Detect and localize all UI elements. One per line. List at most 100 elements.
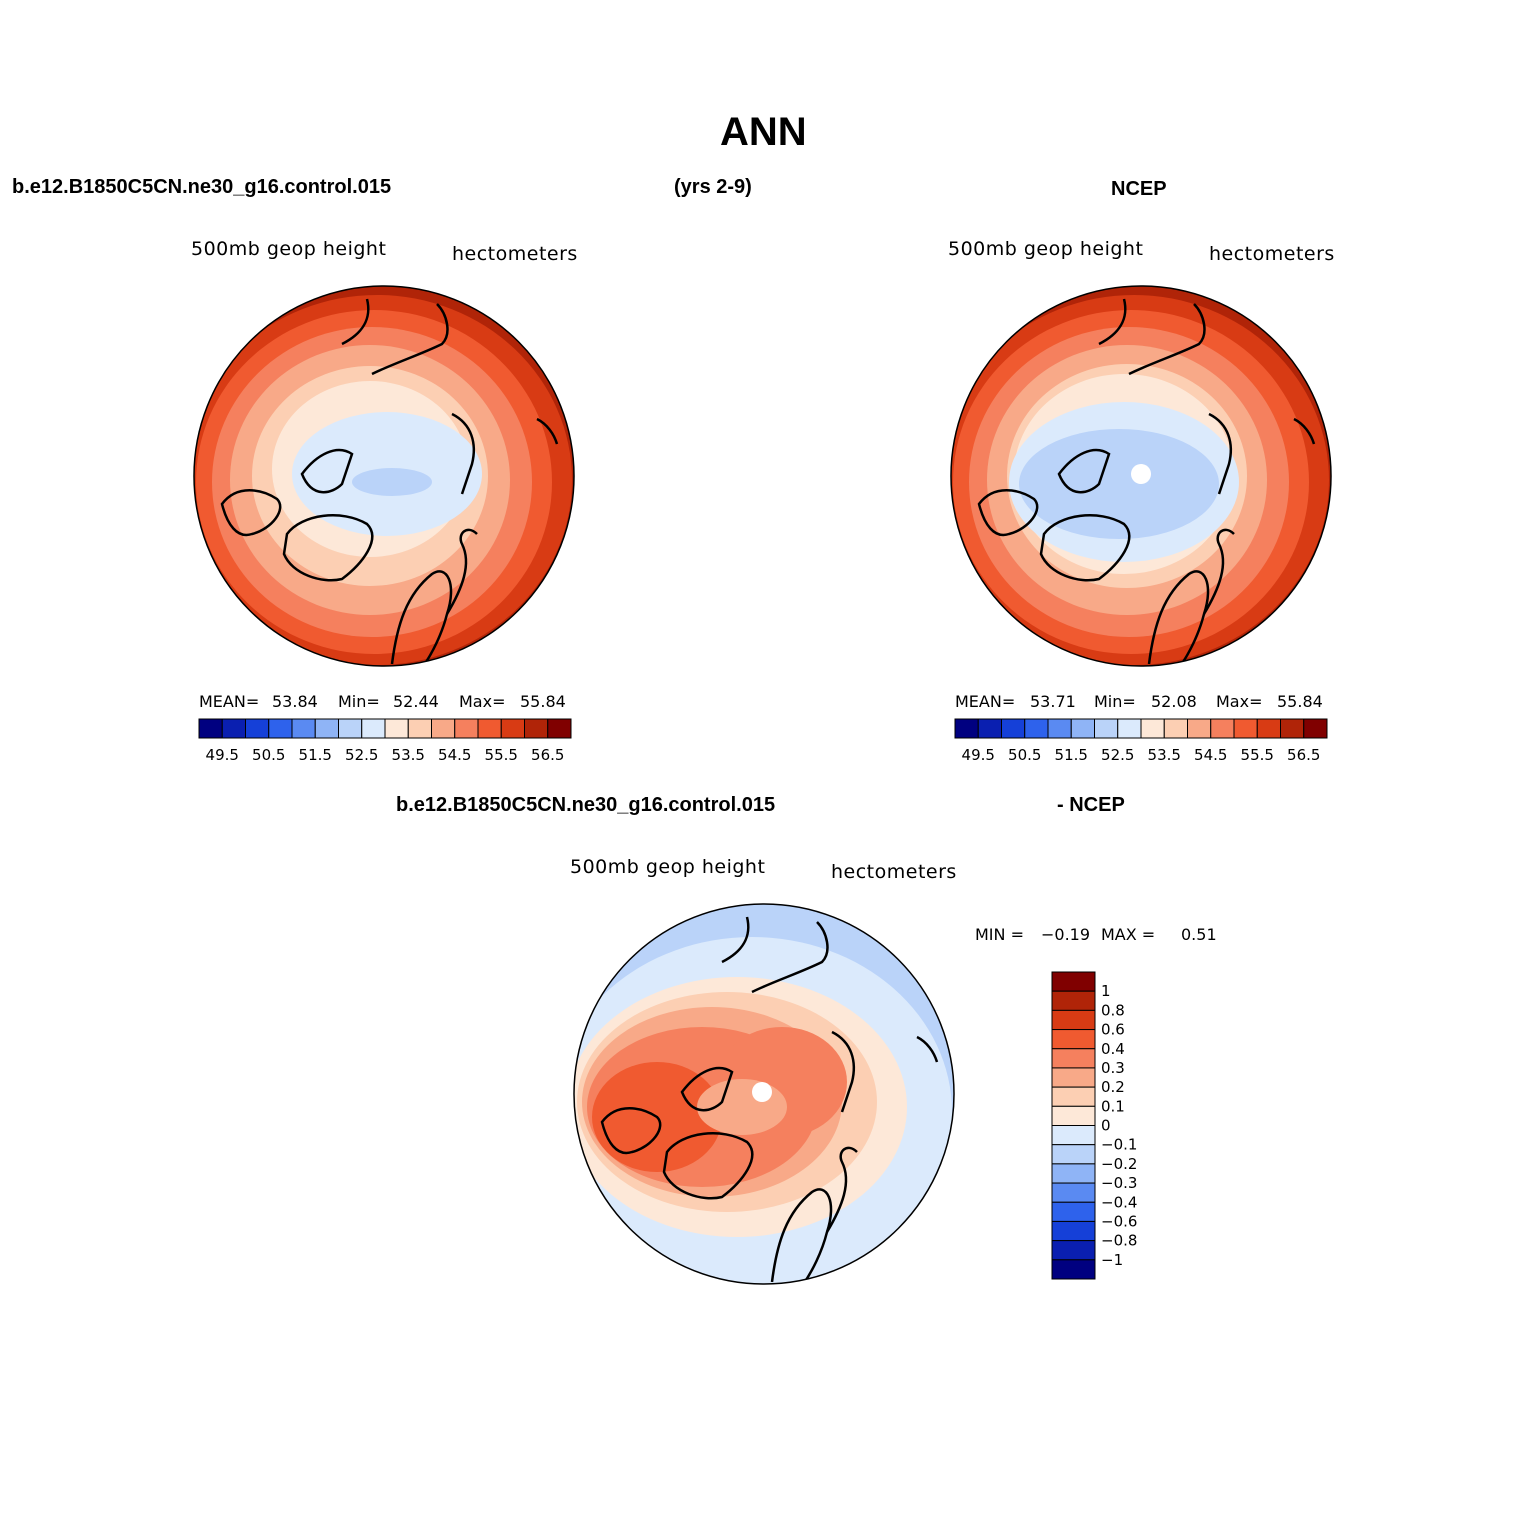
colorbar-difference-swatch (1051, 1220, 1096, 1242)
panel3-max-label: MAX = (1101, 925, 1156, 944)
panel1-max-value: 55.84 (520, 692, 566, 711)
panel1-units: hectometers (452, 243, 578, 265)
colorbar-difference-swatch (1051, 1259, 1096, 1280)
colorbar-difference-swatch (1051, 1009, 1096, 1031)
colorbar-difference-tick-label: −0.4 (1101, 1193, 1137, 1211)
diff-case-name: b.e12.B1850C5CN.ne30_g16.control.015 (396, 794, 776, 816)
colorbar-difference-tick-label: −0.3 (1101, 1174, 1137, 1192)
colorbar-difference-swatch (1051, 1201, 1096, 1222)
colorbar-obs-swatch (1303, 718, 1328, 739)
colorbar-model-tick-label: 53.5 (392, 746, 425, 764)
colorbar-difference-swatch (1051, 1029, 1096, 1050)
colorbar-difference-swatch (1051, 1144, 1096, 1165)
colorbar-model-tick-label: 49.5 (206, 746, 239, 764)
colorbar-obs-swatch (1047, 718, 1072, 739)
colorbar-difference-tick-label: −0.2 (1101, 1155, 1137, 1173)
colorbar-obs-tick-label: 54.5 (1194, 746, 1227, 764)
colorbar-model-swatch (500, 718, 525, 739)
diff-obs-name: - NCEP (1057, 794, 1125, 816)
panel2-min-label: Min= (1094, 692, 1136, 711)
panel2-mean-label: MEAN= (955, 692, 1016, 711)
colorbar-obs-swatch (1280, 718, 1305, 739)
colorbar-difference-tick-label: 0.8 (1101, 1001, 1125, 1019)
colorbar-difference-swatch (1051, 1240, 1096, 1261)
panel1-mean-label: MEAN= (199, 692, 260, 711)
panel1-variable: 500mb geop height (191, 238, 387, 260)
colorbar-difference-swatch (1051, 1163, 1096, 1184)
colorbar-difference-swatch (1051, 990, 1096, 1011)
colorbar-model-tick-label: 56.5 (531, 746, 564, 764)
colorbar-difference: 10.8 0.60.40.30.20.1 0−0.1−0.2−0.3−0.4−0.6… (1051, 971, 1137, 1280)
colorbar-model-swatch (547, 718, 572, 739)
colorbar-model-tick-label: 52.5 (345, 746, 378, 764)
colorbar-model-tick-label: 54.5 (438, 746, 471, 764)
colorbar-obs-swatch (977, 718, 1002, 739)
colorbar-model-swatch (221, 718, 246, 739)
colorbar-difference-swatch (1051, 1105, 1096, 1126)
panel3-max-value: 0.51 (1181, 925, 1217, 944)
colorbar-model-swatch (291, 718, 316, 739)
colorbar-difference-swatch (1051, 1067, 1096, 1088)
colorbar-model-tick-label: 55.5 (485, 746, 518, 764)
colorbar-obs-swatch (1210, 718, 1235, 739)
colorbar-obs-tick-label: 53.5 (1148, 746, 1181, 764)
colorbar-obs-swatch (1117, 718, 1142, 739)
colorbar-model: 49.5 50.5 51.5 52.5 53.5 54.5 55.5 56.5 (198, 718, 572, 764)
colorbar-model-swatch (524, 718, 549, 739)
colorbar-model-swatch (454, 718, 479, 739)
panel2-mean-value: 53.71 (1030, 692, 1076, 711)
colorbar-obs-swatch (1163, 718, 1188, 739)
colorbar-difference-tick-label: 0.4 (1101, 1040, 1125, 1058)
colorbar-model-swatch (314, 718, 339, 739)
colorbar-obs-swatch (954, 718, 979, 739)
colorbar-obs-swatch (1140, 718, 1165, 739)
colorbar-obs: 49.5 50.5 51.5 52.5 53.5 54.5 55.5 56.5 (954, 718, 1328, 764)
map-difference (573, 903, 955, 1285)
panel1-mean-value: 53.84 (272, 692, 318, 711)
obs-name: NCEP (1111, 178, 1167, 200)
panel2-units: hectometers (1209, 243, 1335, 265)
colorbar-obs-swatch (1024, 718, 1049, 739)
colorbar-obs-swatch (1094, 718, 1119, 739)
colorbar-difference-tick-label: 0 (1101, 1117, 1111, 1135)
colorbar-difference-tick-label: −0.6 (1101, 1212, 1137, 1230)
colorbar-model-swatch (384, 718, 409, 739)
map-model (193, 285, 575, 667)
colorbar-difference-tick-label: 0.6 (1101, 1021, 1125, 1039)
colorbar-obs-tick-label: 56.5 (1287, 746, 1320, 764)
panel3-units: hectometers (831, 861, 957, 883)
colorbar-model-swatch (245, 718, 270, 739)
colorbar-difference-swatch (1051, 1048, 1096, 1069)
colorbar-obs-swatch (1001, 718, 1026, 739)
colorbar-obs-tick-label: 50.5 (1008, 746, 1041, 764)
colorbar-difference-swatch (1051, 971, 1096, 992)
panel3-min-label: MIN = (975, 925, 1024, 944)
panel1-max-label: Max= (459, 692, 506, 711)
panel2-max-label: Max= (1216, 692, 1263, 711)
panel2-max-value: 55.84 (1277, 692, 1323, 711)
colorbar-model-swatch (477, 718, 502, 739)
colorbar-model-swatch (268, 718, 293, 739)
colorbar-difference-swatch (1051, 1125, 1096, 1146)
colorbar-difference-tick-label: −0.8 (1101, 1232, 1137, 1250)
colorbar-obs-tick-label: 51.5 (1055, 746, 1088, 764)
colorbar-difference-tick-label: 1 (1101, 982, 1111, 1000)
colorbar-model-tick-label: 51.5 (299, 746, 332, 764)
years-label: (yrs 2-9) (674, 176, 752, 198)
panel1-min-value: 52.44 (393, 692, 439, 711)
panel3-variable: 500mb geop height (570, 856, 766, 878)
colorbar-obs-tick-label: 49.5 (962, 746, 995, 764)
colorbar-model-swatch (407, 718, 432, 739)
colorbar-obs-swatch (1070, 718, 1095, 739)
colorbar-model-swatch (361, 718, 386, 739)
panel1-min-label: Min= (338, 692, 380, 711)
colorbar-difference-tick-label: −1 (1101, 1251, 1123, 1269)
panel3-min-value: −0.19 (1041, 925, 1091, 944)
colorbar-model-swatch (198, 718, 223, 739)
colorbar-obs-swatch (1233, 718, 1258, 739)
colorbar-difference-swatch (1051, 1182, 1096, 1203)
colorbar-difference-tick-label: 0.3 (1101, 1059, 1125, 1077)
colorbar-difference-swatch (1051, 1086, 1096, 1107)
colorbar-model-swatch (431, 718, 456, 739)
colorbar-difference-tick-label: 0.1 (1101, 1097, 1125, 1115)
